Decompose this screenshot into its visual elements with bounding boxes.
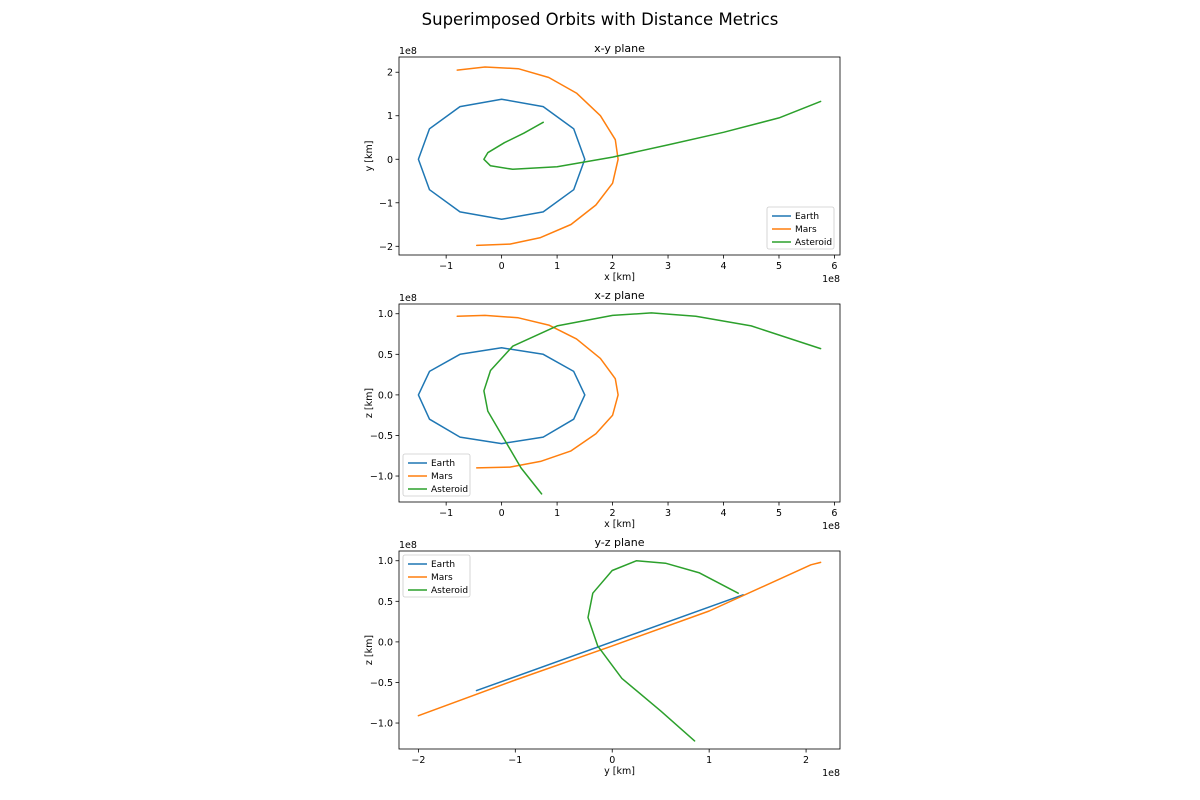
x-axis-label: x [km]	[604, 272, 635, 283]
legend-label-asteroid: Asteroid	[795, 238, 832, 248]
y-tick-label: −1	[379, 198, 393, 209]
legend-label-earth: Earth	[431, 459, 455, 469]
x-tick-label: 5	[776, 508, 782, 519]
series-line-asteroid	[587, 559, 739, 742]
x-tick-label: 1	[554, 508, 560, 519]
axes-frame	[398, 56, 841, 256]
legend-box	[402, 554, 471, 598]
y-tick-label: −0.5	[370, 678, 393, 689]
y-tick-label: 1	[387, 111, 393, 122]
legend-box	[766, 206, 835, 250]
subplot-title: y-z plane	[594, 536, 644, 549]
legend-label-asteroid: Asteroid	[431, 586, 468, 596]
x-tick-label: 4	[720, 261, 726, 272]
x-tick-label: 0	[609, 755, 615, 766]
y-axis-label: z [km]	[364, 635, 375, 665]
legend-label-earth: Earth	[795, 212, 819, 222]
x-tick-label: 5	[776, 261, 782, 272]
series-line-mars	[456, 66, 619, 247]
legend: Earth Mars Asteroid	[402, 554, 471, 598]
series-line-mars	[456, 314, 619, 469]
x-tick-label: 1	[554, 261, 560, 272]
y-tick-label: 1.0	[378, 309, 393, 320]
x-tick-label: 0	[499, 261, 505, 272]
x-tick-label: −1	[439, 508, 453, 519]
x-tick-label: 3	[665, 261, 671, 272]
y-tick-label: −2	[379, 242, 393, 253]
x-tick-label: −2	[411, 755, 425, 766]
y-offset-label: 1e8	[399, 293, 417, 304]
x-tick-label: 0	[499, 508, 505, 519]
x-tick-label: 1	[706, 755, 712, 766]
legend: Earth Mars Asteroid	[402, 453, 471, 497]
legend: Earth Mars Asteroid	[766, 206, 835, 250]
x-offset-label: 1e8	[822, 274, 840, 285]
legend-box	[402, 453, 471, 497]
x-axis-label: x [km]	[604, 519, 635, 530]
y-tick-label: 0.5	[378, 597, 393, 608]
figure-title: Superimposed Orbits with Distance Metric…	[421, 10, 779, 29]
x-tick-label: 2	[610, 508, 616, 519]
legend-label-earth: Earth	[431, 560, 455, 570]
legend-label-mars: Mars	[431, 472, 453, 482]
y-offset-label: 1e8	[399, 46, 417, 57]
y-tick-label: 0.5	[378, 350, 393, 361]
series-line-mars	[417, 561, 822, 717]
series-line-earth	[417, 98, 586, 221]
x-tick-label: 6	[831, 508, 837, 519]
y-offset-label: 1e8	[399, 540, 417, 551]
y-tick-label: 0	[387, 155, 393, 166]
x-tick-label: −1	[508, 755, 522, 766]
legend-label-asteroid: Asteroid	[431, 485, 468, 495]
axes-frame	[398, 550, 841, 750]
x-tick-label: 6	[831, 261, 837, 272]
y-axis-label: z [km]	[364, 388, 375, 418]
series-line-earth	[475, 594, 744, 692]
series-line-earth	[417, 347, 586, 445]
subplot-title: x-y plane	[594, 42, 645, 55]
subplot-2: y-z plane 1e8 1e8 −2 −1 0 1 2 −1.0 −0.5 0.0 0.5 1.0 y…	[364, 536, 841, 779]
legend-label-mars: Mars	[795, 225, 817, 235]
subplot-1: x-z plane 1e8 1e8 −1 0 1 2 3 4 5 6 −1.0 −0.5 0.0 0.5 1.…	[364, 289, 841, 532]
x-offset-label: 1e8	[822, 521, 840, 532]
x-tick-label: 2	[610, 261, 616, 272]
x-offset-label: 1e8	[822, 768, 840, 779]
series-line-asteroid	[483, 312, 822, 495]
y-tick-label: 0.0	[378, 390, 393, 401]
x-tick-label: 2	[803, 755, 809, 766]
y-tick-label: 1.0	[378, 556, 393, 567]
x-tick-label: −1	[439, 261, 453, 272]
x-tick-label: 4	[720, 508, 726, 519]
y-tick-label: 0.0	[378, 637, 393, 648]
y-tick-label: −1.0	[370, 719, 393, 730]
legend-label-mars: Mars	[431, 573, 453, 583]
subplot-title: x-z plane	[594, 289, 645, 302]
x-axis-label: y [km]	[604, 766, 635, 777]
y-tick-label: −0.5	[370, 431, 393, 442]
y-tick-label: −1.0	[370, 472, 393, 483]
y-axis-label: y [km]	[364, 141, 375, 172]
x-tick-label: 3	[665, 508, 671, 519]
y-tick-label: 2	[387, 68, 393, 79]
series-line-asteroid	[483, 100, 822, 171]
axes-frame	[398, 303, 841, 503]
